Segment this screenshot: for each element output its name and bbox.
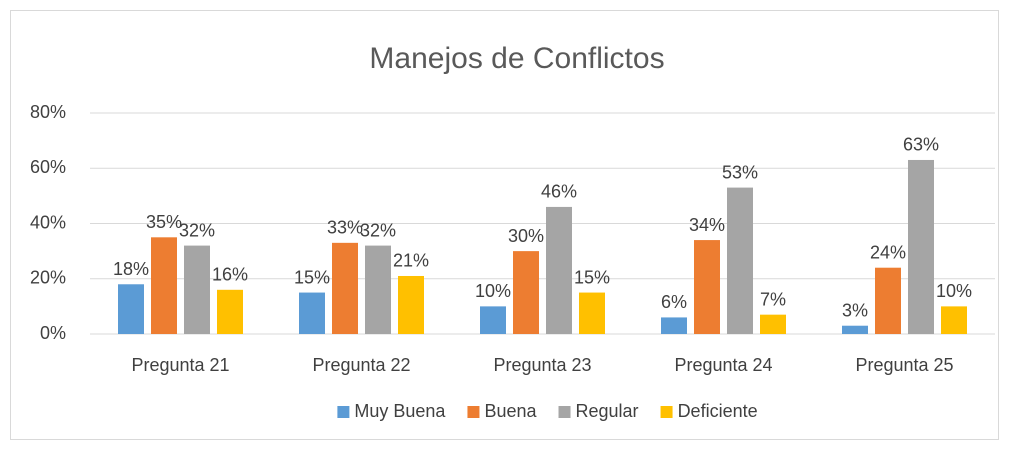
bar — [908, 159, 934, 334]
data-label: 53% — [722, 162, 758, 182]
y-tick-label: 20% — [30, 268, 66, 288]
data-label: 18% — [113, 259, 149, 279]
x-tick-label: Pregunta 21 — [131, 355, 229, 375]
bar — [941, 306, 967, 334]
bar — [661, 317, 687, 334]
data-label: 30% — [508, 226, 544, 246]
y-tick-label: 0% — [40, 323, 66, 343]
data-label: 35% — [146, 212, 182, 232]
bar — [299, 292, 325, 334]
chart-title: Manejos de Conflictos — [369, 42, 664, 75]
bar — [398, 275, 424, 334]
x-tick-label: Pregunta 23 — [493, 355, 591, 375]
data-label: 46% — [541, 182, 577, 202]
legend-swatch — [467, 406, 480, 418]
legend-swatch — [558, 406, 571, 418]
bar — [694, 240, 720, 334]
data-label: 15% — [294, 267, 330, 287]
data-label: 16% — [212, 265, 248, 285]
bar — [480, 306, 506, 334]
y-tick-label: 80% — [30, 102, 66, 122]
bar — [118, 284, 144, 334]
y-tick-label: 40% — [30, 212, 66, 232]
bar — [217, 289, 243, 334]
data-label: 10% — [936, 281, 972, 301]
legend-label: Regular — [576, 401, 639, 421]
data-label: 10% — [475, 281, 511, 301]
legend-swatch — [337, 406, 350, 418]
data-label: 24% — [870, 242, 906, 262]
x-tick-label: Pregunta 25 — [855, 355, 953, 375]
chart-frame — [10, 10, 999, 440]
bar — [727, 187, 753, 334]
y-tick-label: 60% — [30, 157, 66, 177]
bar — [184, 245, 210, 334]
x-tick-label: Pregunta 24 — [674, 355, 772, 375]
bar — [365, 245, 391, 334]
bar — [151, 237, 177, 334]
bar — [760, 314, 786, 334]
data-label: 32% — [179, 220, 215, 240]
data-label: 3% — [842, 300, 868, 320]
data-label: 15% — [574, 267, 610, 287]
legend-label: Muy Buena — [354, 401, 446, 421]
legend-label: Deficiente — [678, 401, 758, 421]
data-label: 33% — [327, 218, 363, 238]
bar — [579, 292, 605, 334]
legend-label: Buena — [484, 401, 537, 421]
bar — [513, 251, 539, 334]
data-label: 7% — [760, 289, 786, 309]
bar — [842, 325, 868, 334]
bar — [875, 267, 901, 334]
bar — [332, 242, 358, 334]
data-label: 21% — [393, 251, 429, 271]
data-label: 63% — [903, 135, 939, 155]
data-label: 32% — [360, 220, 396, 240]
data-label: 34% — [689, 215, 725, 235]
bar — [546, 206, 572, 334]
x-tick-label: Pregunta 22 — [312, 355, 410, 375]
legend-swatch — [660, 406, 673, 418]
data-label: 6% — [661, 292, 687, 312]
